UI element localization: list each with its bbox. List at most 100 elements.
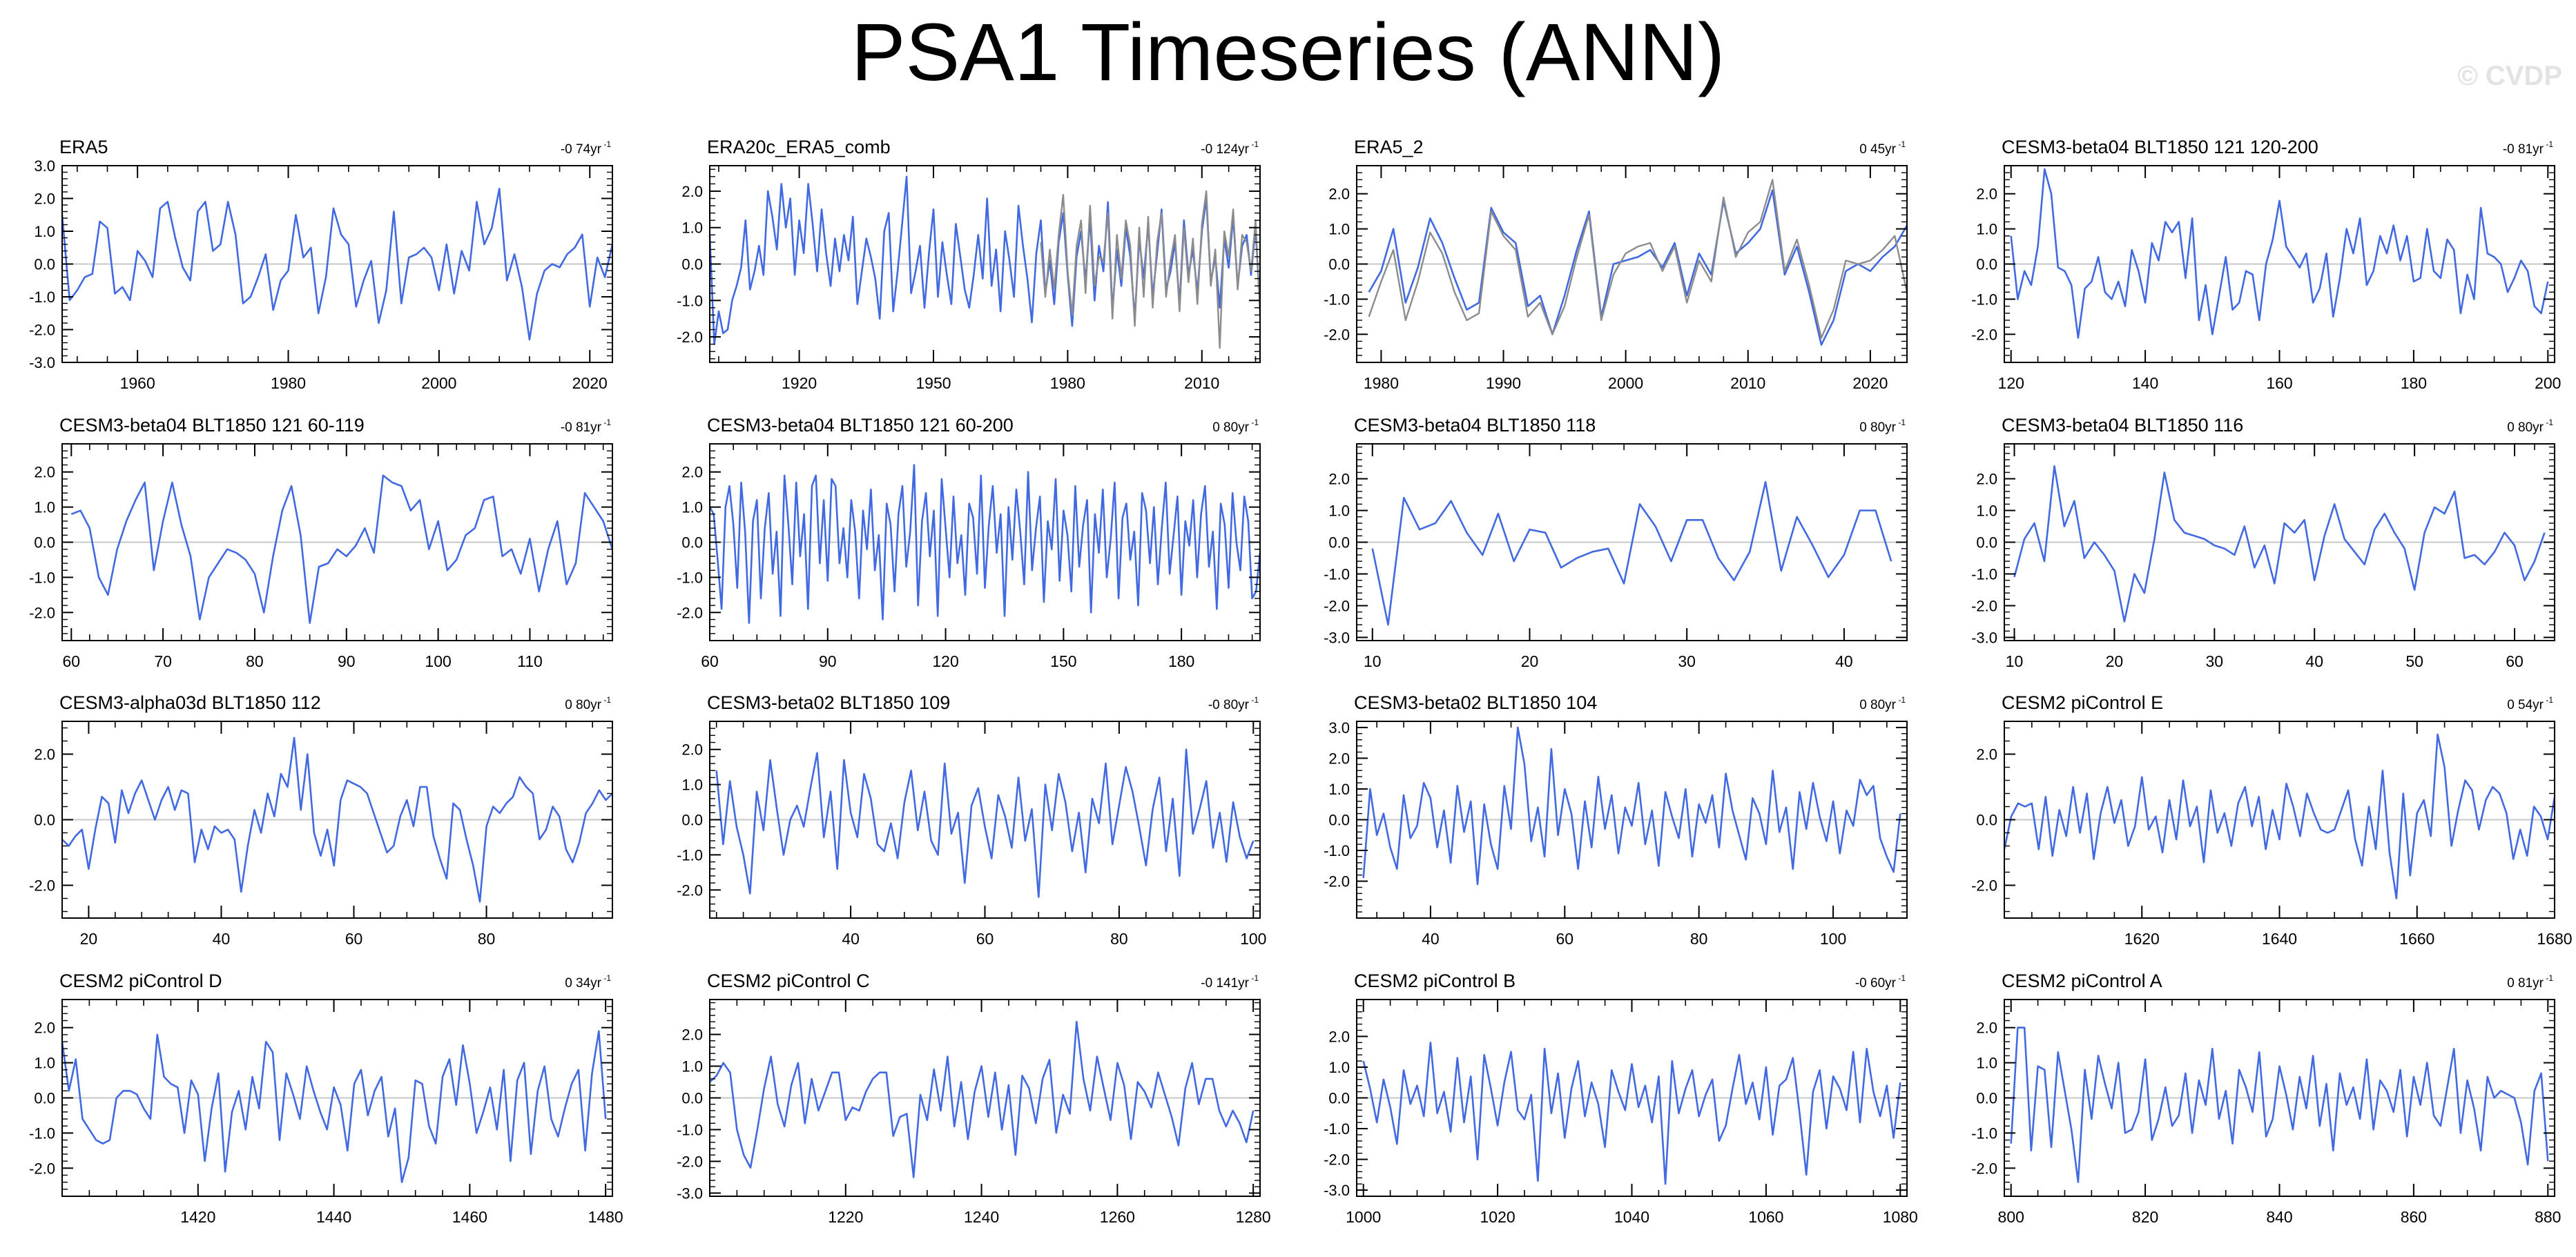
x-tick-label: 2000 <box>1608 374 1643 392</box>
trend-label: -0 81yr <box>2503 142 2544 157</box>
y-tick-label: -2.0 <box>29 604 55 621</box>
x-tick-label: 20 <box>2106 652 2124 670</box>
y-tick-label: 1.0 <box>1328 221 1350 238</box>
y-tick-label: -1.0 <box>677 1121 703 1138</box>
y-tick-label: -1.0 <box>677 569 703 586</box>
y-tick-label: 2.0 <box>681 741 703 759</box>
y-tick-label: -2.0 <box>29 877 55 895</box>
trend-label-exponent: -1 <box>603 973 611 983</box>
series-line <box>708 175 1261 345</box>
trend-label-exponent: -1 <box>603 418 611 427</box>
y-tick-label: 2.0 <box>681 183 703 200</box>
series-line <box>1362 1042 1901 1185</box>
series-line <box>1368 189 1908 346</box>
x-tick-label: 90 <box>338 652 356 670</box>
y-tick-label: -3.0 <box>29 354 55 371</box>
x-tick-label: 40 <box>2305 652 2323 670</box>
y-tick-label: 2.0 <box>681 464 703 481</box>
x-tick-label: 80 <box>1690 930 1708 948</box>
panel-title: CESM2 piControl B <box>1354 971 1515 991</box>
y-tick-label: -1.0 <box>1324 565 1350 583</box>
x-tick-label: 1480 <box>588 1208 623 1226</box>
y-tick-label: -2.0 <box>29 1160 55 1177</box>
x-tick-label: 200 <box>2535 374 2561 392</box>
x-tick-label: 60 <box>1556 930 1574 948</box>
x-tick-label: 800 <box>1998 1208 2024 1226</box>
series-line <box>61 188 614 341</box>
chart-panel-15: 1000 1020 1040 1060 1080 -3.0 -2.0 -1.0 0.0 1.0 2.… <box>1324 971 1918 1226</box>
y-tick-label: 0.0 <box>1328 534 1350 552</box>
x-tick-label: 180 <box>2401 374 2427 392</box>
trend-label: 0 80yr <box>1859 698 1896 712</box>
y-tick-label: -2.0 <box>1971 1160 1997 1177</box>
series-line <box>61 737 613 903</box>
y-tick-label: 1.0 <box>34 1055 55 1072</box>
x-tick-label: 1980 <box>1050 374 1085 392</box>
trend-label: -0 74yr <box>561 142 602 157</box>
panel-title: CESM3-beta02 BLT1850 109 <box>707 692 950 713</box>
y-tick-label: 3.0 <box>1328 719 1350 737</box>
x-tick-label: 100 <box>1820 930 1846 948</box>
y-tick-label: 2.0 <box>34 464 55 481</box>
y-tick-label: 0.0 <box>681 1090 703 1107</box>
series-line <box>709 1020 1255 1178</box>
trend-label: 0 45yr <box>1859 142 1896 157</box>
cvdp-watermark: © CVDP <box>2457 61 2562 91</box>
panel-title: CESM3-beta04 BLT1850 116 <box>2002 415 2243 436</box>
y-tick-label: 2.0 <box>1328 186 1350 203</box>
y-tick-label: 2.0 <box>1976 746 1997 763</box>
trend-label: 0 80yr <box>1212 420 1249 435</box>
x-tick-label: 1040 <box>1614 1208 1649 1226</box>
trend-label: -0 60yr <box>1855 976 1897 991</box>
trend-label-exponent: -1 <box>2546 973 2553 983</box>
x-tick-label: 1620 <box>2124 930 2160 948</box>
y-tick-label: -1.0 <box>677 846 703 864</box>
chart-panel-5: 60 70 80 90 100 110 -2.0 -1.0 0.0 1.0 2.0 CESM3-bet… <box>29 415 614 670</box>
reference-series-line <box>1040 190 1261 349</box>
y-tick-label: -1.0 <box>1971 291 1997 308</box>
x-tick-label: 140 <box>2132 374 2158 392</box>
x-tick-label: 60 <box>976 930 994 948</box>
y-tick-label: -3.0 <box>677 1185 703 1202</box>
y-tick-label: 2.0 <box>1976 186 1997 203</box>
x-tick-label: 1440 <box>316 1208 351 1226</box>
x-tick-label: 80 <box>246 652 264 670</box>
y-tick-label: 1.0 <box>34 499 55 516</box>
y-tick-label: 1.0 <box>681 1058 703 1075</box>
x-tick-label: 30 <box>1678 652 1696 670</box>
x-tick-label: 110 <box>517 652 543 670</box>
reference-series-line <box>1368 179 1908 339</box>
x-tick-label: 120 <box>1998 374 2024 392</box>
trend-label-exponent: -1 <box>1898 418 1906 427</box>
series-line <box>715 748 1255 898</box>
y-tick-label: -1.0 <box>1324 1120 1350 1138</box>
x-tick-label: 1060 <box>1748 1208 1783 1226</box>
y-tick-label: 2.0 <box>1976 1020 1997 1037</box>
x-tick-label: 10 <box>2006 652 2024 670</box>
chart-panel-16: 800 820 840 860 880 -2.0 -1.0 0.0 1.0 2.0 CESM2 pi… <box>1971 971 2561 1226</box>
y-tick-label: 1.0 <box>681 220 703 237</box>
x-tick-label: 120 <box>932 652 958 670</box>
chart-panel-12: 1620 1640 1660 1680 -2.0 0.0 2.0 CESM2 piContro… <box>1971 692 2573 948</box>
y-tick-label: -2.0 <box>1324 326 1350 343</box>
y-tick-label: 2.0 <box>681 1026 703 1044</box>
trend-label-exponent: -1 <box>1251 139 1259 149</box>
y-tick-label: 0.0 <box>681 256 703 273</box>
y-tick-label: 0.0 <box>681 812 703 829</box>
y-tick-label: -2.0 <box>1324 873 1350 890</box>
trend-label: -0 124yr <box>1201 142 1249 157</box>
x-tick-label: 70 <box>154 652 172 670</box>
x-tick-label: 1980 <box>1364 374 1399 392</box>
x-tick-label: 2020 <box>572 374 608 392</box>
series-line <box>70 474 614 624</box>
x-tick-label: 100 <box>1240 930 1266 948</box>
y-tick-label: 1.0 <box>681 499 703 516</box>
y-tick-label: -1.0 <box>677 292 703 309</box>
y-tick-label: 0.0 <box>34 1090 55 1107</box>
y-tick-label: 0.0 <box>1976 812 1997 829</box>
trend-label-exponent: -1 <box>1898 973 1906 983</box>
x-tick-label: 880 <box>2535 1208 2561 1226</box>
series-line <box>1371 480 1892 626</box>
trend-label: 0 80yr <box>565 698 601 712</box>
figure-title: PSA1 Timeseries (ANN) <box>851 7 1725 98</box>
